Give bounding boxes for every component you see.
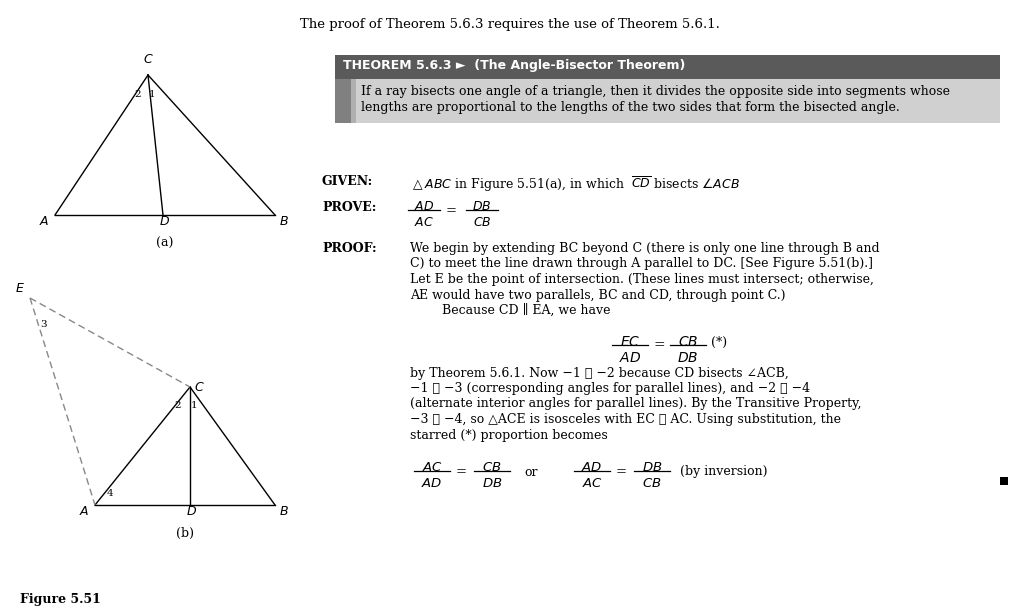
Bar xyxy=(334,79,351,123)
Text: (*): (*) xyxy=(710,336,727,349)
Text: $D$: $D$ xyxy=(159,215,170,228)
Text: $DB$: $DB$ xyxy=(677,351,698,365)
Text: =: = xyxy=(445,204,457,217)
Text: $CB$: $CB$ xyxy=(482,461,501,474)
Text: =: = xyxy=(615,466,627,479)
Bar xyxy=(999,477,1007,485)
Text: $CB$: $CB$ xyxy=(678,335,697,348)
Text: $CB$: $CB$ xyxy=(642,477,661,490)
Text: The proof of Theorem 5.6.3 requires the use of Theorem 5.6.1.: The proof of Theorem 5.6.3 requires the … xyxy=(300,18,719,31)
Text: $AD$: $AD$ xyxy=(619,351,641,365)
Text: $B$: $B$ xyxy=(279,215,288,228)
Text: PROVE:: PROVE: xyxy=(322,201,376,214)
Text: by Theorem 5.6.1. Now −1 ≅ −2 because CD bisects ∠ACB,: by Theorem 5.6.1. Now −1 ≅ −2 because CD… xyxy=(410,367,788,379)
Text: If a ray bisects one angle of a triangle, then it divides the opposite side into: If a ray bisects one angle of a triangle… xyxy=(361,85,949,98)
Text: AE would have two parallels, BC and CD, through point C.): AE would have two parallels, BC and CD, … xyxy=(410,288,785,302)
Text: $DB$: $DB$ xyxy=(481,477,501,490)
Text: $A$: $A$ xyxy=(39,215,49,228)
Text: Figure 5.51: Figure 5.51 xyxy=(20,593,101,606)
Text: $AD$: $AD$ xyxy=(581,461,602,474)
Text: $C$: $C$ xyxy=(143,53,153,66)
Text: $AD$: $AD$ xyxy=(421,477,442,490)
Text: We begin by extending BC beyond C (there is only one line through B and: We begin by extending BC beyond C (there… xyxy=(410,242,878,255)
Text: starred (*) proportion becomes: starred (*) proportion becomes xyxy=(410,428,607,441)
Text: (by inversion): (by inversion) xyxy=(680,466,766,479)
Text: (alternate interior angles for parallel lines). By the Transitive Property,: (alternate interior angles for parallel … xyxy=(410,398,861,411)
Text: $E$: $E$ xyxy=(15,282,25,295)
Text: 3: 3 xyxy=(40,320,47,329)
Text: $CB$: $CB$ xyxy=(472,216,491,229)
Text: $DB$: $DB$ xyxy=(472,200,491,213)
Text: Let E be the point of intersection. (These lines must intersect; otherwise,: Let E be the point of intersection. (The… xyxy=(410,273,873,286)
Text: $DB$: $DB$ xyxy=(641,461,661,474)
Text: lengths are proportional to the lengths of the two sides that form the bisected : lengths are proportional to the lengths … xyxy=(361,101,899,114)
Text: C) to meet the line drawn through A parallel to DC. [See Figure 5.51(b).]: C) to meet the line drawn through A para… xyxy=(410,258,872,271)
Text: (b): (b) xyxy=(176,527,194,540)
Bar xyxy=(334,55,999,79)
Text: $EC$: $EC$ xyxy=(620,335,640,348)
Text: Because CD ∥ EA, we have: Because CD ∥ EA, we have xyxy=(410,304,610,317)
Text: 2: 2 xyxy=(174,401,180,410)
Bar xyxy=(351,79,356,123)
Text: $\triangle ABC$ in Figure 5.51(a), in which  $\overline{CD}$ bisects $\angle ACB: $\triangle ABC$ in Figure 5.51(a), in wh… xyxy=(410,175,739,194)
Text: $B$: $B$ xyxy=(279,505,288,518)
Text: PROOF:: PROOF: xyxy=(322,242,376,255)
Text: =: = xyxy=(653,338,665,353)
Bar xyxy=(334,79,999,123)
Text: or: or xyxy=(524,466,537,479)
Text: 2: 2 xyxy=(135,90,141,99)
Text: $AC$: $AC$ xyxy=(421,461,442,474)
Text: (a): (a) xyxy=(156,237,173,250)
Text: −1 ≅ −3 (corresponding angles for parallel lines), and −2 ≅ −4: −1 ≅ −3 (corresponding angles for parall… xyxy=(410,382,809,395)
Text: 1: 1 xyxy=(149,90,156,99)
Text: THEOREM 5.6.3 ►  (The Angle-Bisector Theorem): THEOREM 5.6.3 ► (The Angle-Bisector Theo… xyxy=(342,59,685,72)
Text: =: = xyxy=(455,466,467,479)
Text: −3 ≅ −4, so △ACE is isosceles with EC ≅ AC. Using substitution, the: −3 ≅ −4, so △ACE is isosceles with EC ≅ … xyxy=(410,413,841,426)
Text: $AC$: $AC$ xyxy=(414,216,433,229)
Text: 1: 1 xyxy=(191,401,198,410)
Text: $C$: $C$ xyxy=(194,381,205,394)
Text: $AC$: $AC$ xyxy=(581,477,602,490)
Text: $A$: $A$ xyxy=(78,505,89,518)
Text: $D$: $D$ xyxy=(186,505,198,518)
Text: 4: 4 xyxy=(107,489,113,498)
Text: GIVEN:: GIVEN: xyxy=(322,175,373,188)
Text: $AD$: $AD$ xyxy=(414,200,434,213)
